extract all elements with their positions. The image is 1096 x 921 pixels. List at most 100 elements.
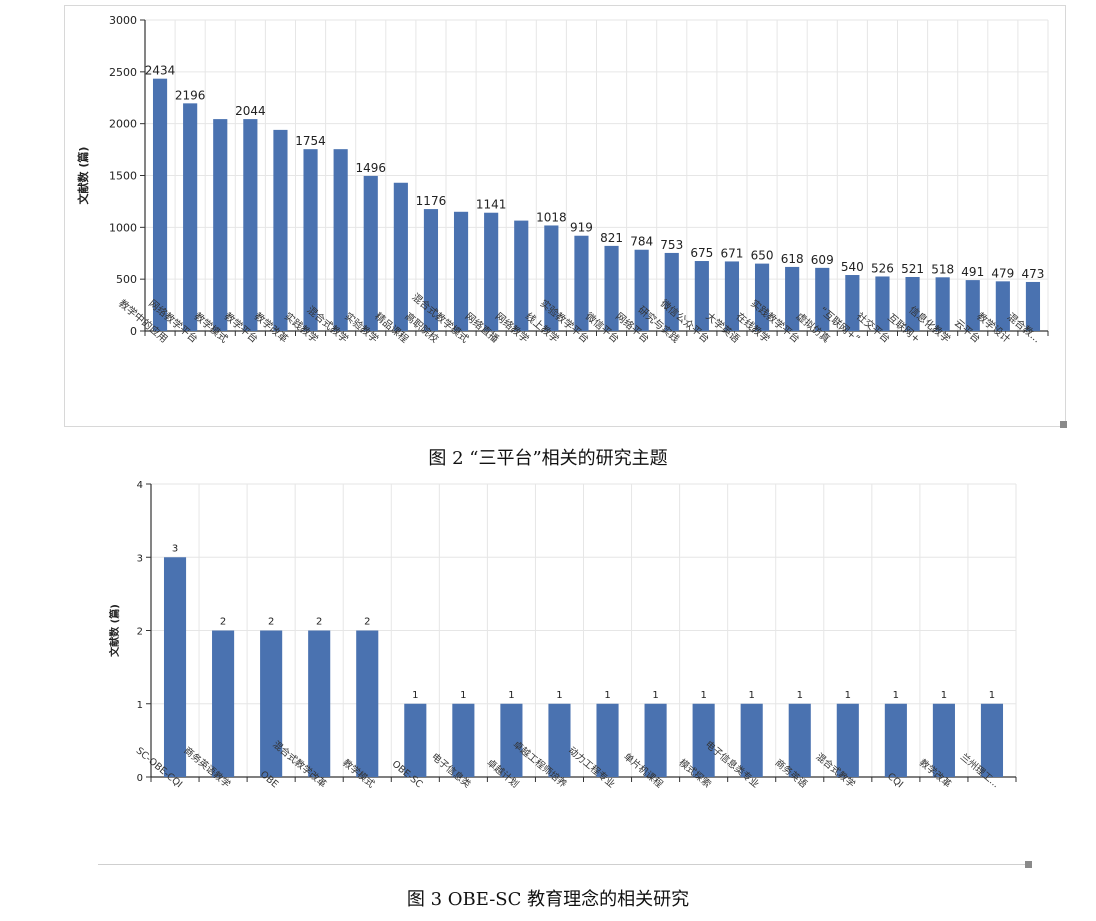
data-label: 1176 xyxy=(416,194,447,208)
bar xyxy=(212,630,235,777)
data-label: 2 xyxy=(316,617,322,628)
y-tick-label: 500 xyxy=(116,273,137,286)
bar xyxy=(453,211,469,331)
data-label: 1 xyxy=(845,690,851,701)
data-label: 2434 xyxy=(145,64,176,78)
data-label: 1 xyxy=(460,690,466,701)
bar xyxy=(484,212,499,331)
y-tick-label: 3000 xyxy=(109,14,137,27)
data-label: 1018 xyxy=(536,210,567,224)
data-label: 919 xyxy=(570,221,593,235)
data-label: 2044 xyxy=(235,104,266,118)
data-label: 784 xyxy=(630,235,653,249)
bar xyxy=(788,703,811,777)
bar xyxy=(303,149,318,331)
y-tick-label: 1500 xyxy=(109,170,137,183)
bar xyxy=(596,703,619,777)
data-label: 1 xyxy=(700,690,706,701)
y-tick-label: 2000 xyxy=(109,118,137,131)
bar xyxy=(574,235,589,331)
data-label: 518 xyxy=(931,262,954,276)
bar xyxy=(243,119,258,331)
bar xyxy=(308,630,331,777)
data-label: 1141 xyxy=(476,198,507,212)
bar xyxy=(356,630,379,777)
data-label: 1 xyxy=(989,690,995,701)
bar xyxy=(363,175,378,331)
bar xyxy=(694,261,709,331)
data-label: 1 xyxy=(556,690,562,701)
y-tick-label: 2500 xyxy=(109,66,137,79)
bar xyxy=(152,78,168,332)
bar xyxy=(754,263,770,331)
y-axis-label: 文献数 (篇) xyxy=(108,604,121,657)
bar xyxy=(785,266,800,331)
y-tick-label: 0 xyxy=(130,325,137,338)
data-label: 1 xyxy=(749,690,755,701)
bar xyxy=(836,703,859,777)
bar xyxy=(548,703,571,777)
figure-caption: 图 3 OBE-SC 教育理念的相关研究 xyxy=(406,889,690,910)
data-label: 650 xyxy=(751,249,774,263)
bar xyxy=(980,703,1004,777)
data-label: 479 xyxy=(991,266,1014,280)
bar xyxy=(634,249,649,331)
bar xyxy=(183,103,198,332)
y-tick-label: 2 xyxy=(137,627,143,638)
bar xyxy=(423,209,439,331)
data-label: 2196 xyxy=(175,88,206,102)
bar xyxy=(333,149,348,331)
data-label: 1 xyxy=(797,690,803,701)
data-label: 2 xyxy=(364,617,370,628)
data-label: 1754 xyxy=(295,134,326,148)
data-label: 1 xyxy=(508,690,514,701)
bar xyxy=(875,276,890,331)
bar xyxy=(1025,281,1041,331)
bar xyxy=(452,703,475,777)
resize-handle[interactable] xyxy=(1025,861,1032,868)
bar xyxy=(740,703,763,777)
bar xyxy=(935,277,950,331)
y-tick-label: 1000 xyxy=(109,221,137,234)
bar xyxy=(664,252,679,331)
bar xyxy=(514,220,529,331)
data-label: 618 xyxy=(781,252,804,266)
data-label: 526 xyxy=(871,261,894,275)
bar xyxy=(163,557,187,777)
bar xyxy=(604,245,619,331)
data-label: 671 xyxy=(720,246,743,260)
data-label: 1 xyxy=(412,690,418,701)
y-tick-label: 4 xyxy=(137,480,143,491)
data-label: 2 xyxy=(220,617,226,628)
y-tick-label: 0 xyxy=(137,773,143,784)
data-label: 2 xyxy=(268,617,274,628)
bar xyxy=(884,703,907,777)
bar xyxy=(905,276,920,331)
data-label: 1 xyxy=(652,690,658,701)
bar xyxy=(644,703,667,777)
chart-panel-research-topics: 0 500 1000 1500 2000 2500 3000 文献数 (篇) 2434 教学中的应… xyxy=(64,5,1067,428)
y-tick-label: 1 xyxy=(137,700,143,711)
bar xyxy=(500,703,523,777)
y-axis-label: 文献数 (篇) xyxy=(76,147,90,205)
data-label: 675 xyxy=(690,246,713,260)
data-label: 821 xyxy=(600,231,623,245)
y-tick-label: 3 xyxy=(137,553,143,564)
data-label: 753 xyxy=(660,238,683,252)
data-label: 1 xyxy=(604,690,610,701)
bar xyxy=(213,119,228,331)
data-label: 1496 xyxy=(355,161,386,175)
chart-panel-obe-sc: 0 1 2 3 4 文献数 (篇) 3 SC-OBE-CQI 2 商务英语教学 2 OBE 2 混合式教学… xyxy=(98,475,1032,868)
bar xyxy=(260,630,283,777)
data-label: 473 xyxy=(1021,267,1044,281)
bar xyxy=(724,261,740,331)
data-label: 1 xyxy=(893,690,899,701)
data-label: 3 xyxy=(172,543,178,554)
data-label: 1 xyxy=(941,690,947,701)
bar xyxy=(393,182,408,331)
data-label: 521 xyxy=(901,262,924,276)
bar xyxy=(995,281,1010,331)
resize-handle[interactable] xyxy=(1060,421,1067,428)
bar xyxy=(845,275,860,331)
